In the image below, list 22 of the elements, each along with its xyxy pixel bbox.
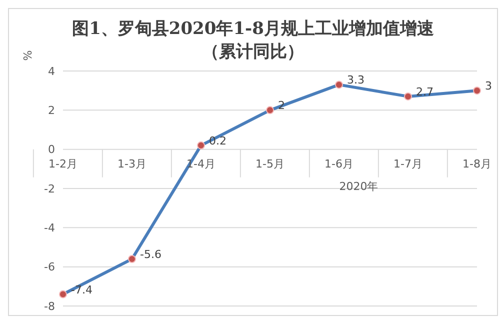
data-label: -5.6 <box>140 248 162 262</box>
x-tick-label: 1-6月 <box>324 157 354 170</box>
chart-title: 图1、罗甸县2020年1-8月规上工业增加值增速 <box>71 18 435 40</box>
data-label: -7.4 <box>71 283 92 296</box>
x-tick-label: 1-7月 <box>394 157 422 170</box>
x-tick-label: 1-5月 <box>256 157 284 170</box>
y-tick-label: -6 <box>44 260 55 274</box>
y-tick-label: 4 <box>48 64 55 78</box>
y-tick-label: -4 <box>44 222 55 235</box>
y-tick-label: -2 <box>44 182 55 196</box>
y-tick-label: 0 <box>48 143 55 156</box>
x-tick-label: 1-2月 <box>48 157 78 170</box>
data-label: 3 <box>485 80 492 93</box>
chart-subtitle: （累计同比） <box>202 42 304 62</box>
y-axis-title: % <box>22 50 35 61</box>
x-tick-label: 1-8月 <box>462 157 492 170</box>
y-tick-label: 2 <box>48 104 55 118</box>
x-axis-title: 2020年 <box>339 179 378 194</box>
y-tick-label: -8 <box>44 300 55 313</box>
data-label: 3.3 <box>347 74 364 87</box>
x-tick-label: 1-3月 <box>118 157 146 170</box>
data-label: 0.2 <box>209 134 226 148</box>
